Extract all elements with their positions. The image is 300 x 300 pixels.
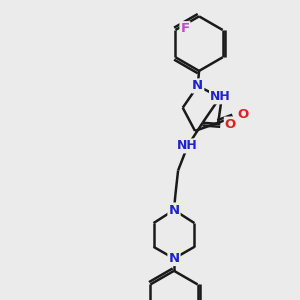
Text: NH: NH — [210, 90, 231, 103]
Text: N: N — [192, 80, 203, 92]
Text: F: F — [181, 22, 190, 35]
Text: N: N — [168, 203, 180, 217]
Text: N: N — [168, 252, 180, 265]
Text: NH: NH — [177, 140, 198, 152]
Text: O: O — [237, 108, 248, 121]
Text: O: O — [225, 118, 236, 130]
